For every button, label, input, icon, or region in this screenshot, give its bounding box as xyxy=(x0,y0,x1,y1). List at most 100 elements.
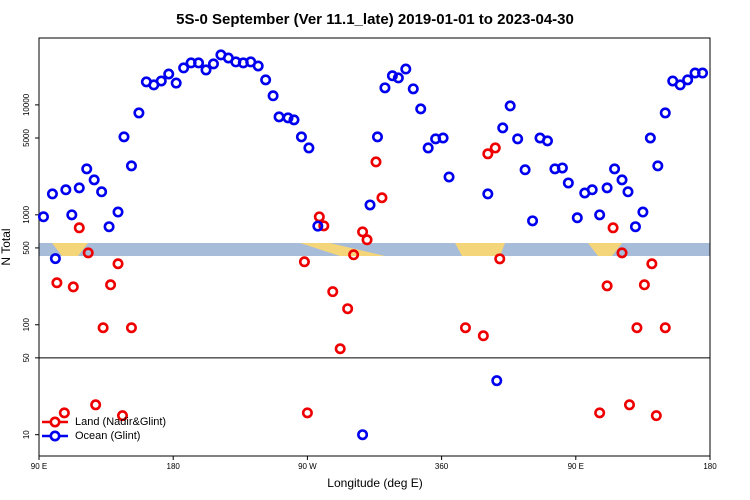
point xyxy=(494,253,506,265)
point xyxy=(357,226,369,238)
point xyxy=(477,330,489,342)
y-tick-label: 10 xyxy=(22,430,31,439)
point xyxy=(303,142,315,154)
point xyxy=(58,407,70,419)
point xyxy=(489,142,501,154)
point xyxy=(103,221,115,233)
point xyxy=(512,133,524,145)
point xyxy=(370,156,382,168)
point xyxy=(112,206,124,218)
point xyxy=(155,75,167,87)
point xyxy=(437,132,449,144)
point xyxy=(207,58,219,70)
point xyxy=(638,279,650,291)
point xyxy=(37,211,49,223)
point xyxy=(407,83,419,95)
point xyxy=(376,192,388,204)
point xyxy=(82,247,94,259)
point xyxy=(631,322,643,334)
point xyxy=(609,163,621,175)
point xyxy=(459,322,471,334)
point xyxy=(46,188,58,200)
chart-title: 5S-0 September (Ver 11.1_late) 2019-01-0… xyxy=(176,11,574,28)
point xyxy=(313,211,325,223)
y-tick-label: 10000 xyxy=(22,93,31,116)
point xyxy=(415,103,427,115)
point xyxy=(73,182,85,194)
point xyxy=(97,322,109,334)
point xyxy=(527,215,539,227)
point xyxy=(252,60,264,72)
point xyxy=(392,72,404,84)
point xyxy=(650,410,662,422)
point xyxy=(556,162,568,174)
y-tick-label: 50 xyxy=(22,353,31,362)
point xyxy=(646,258,658,270)
point xyxy=(497,122,509,134)
legend-label: Ocean (Glint) xyxy=(75,430,140,442)
legend-label: Land (Nadir&Glint) xyxy=(75,416,166,428)
point xyxy=(674,79,686,91)
point xyxy=(178,62,190,74)
map-strip xyxy=(39,243,710,256)
point xyxy=(616,174,628,186)
plot-frame xyxy=(38,37,711,457)
point xyxy=(601,280,613,292)
point xyxy=(386,70,398,82)
point xyxy=(267,90,279,102)
point xyxy=(125,160,137,172)
point xyxy=(117,410,129,422)
point xyxy=(379,82,391,94)
point xyxy=(562,177,574,189)
point xyxy=(504,100,516,112)
point xyxy=(519,164,531,176)
y-tick-label: 1000 xyxy=(22,205,31,223)
point xyxy=(443,171,455,183)
point xyxy=(163,68,175,80)
y-tick-label: 5000 xyxy=(22,129,31,147)
point xyxy=(318,220,330,232)
point xyxy=(586,184,598,196)
point xyxy=(81,163,93,175)
point xyxy=(295,131,307,143)
point xyxy=(170,77,182,89)
point xyxy=(659,322,671,334)
point xyxy=(601,182,613,194)
point xyxy=(96,186,108,198)
point xyxy=(491,375,503,387)
point xyxy=(112,258,124,270)
point xyxy=(200,64,212,76)
point xyxy=(88,174,100,186)
point xyxy=(49,253,61,265)
x-tick-label: 90 W xyxy=(298,462,317,471)
point xyxy=(594,209,606,221)
point xyxy=(125,322,137,334)
point xyxy=(371,131,383,143)
point xyxy=(361,234,373,246)
legend-marker xyxy=(49,430,61,442)
point xyxy=(60,184,72,196)
point xyxy=(193,57,205,69)
point xyxy=(288,114,300,126)
point xyxy=(273,111,285,123)
point xyxy=(260,74,272,86)
point xyxy=(312,220,324,232)
point xyxy=(301,407,313,419)
point xyxy=(623,399,635,411)
point xyxy=(90,399,102,411)
point xyxy=(644,132,656,144)
point xyxy=(334,343,346,355)
point xyxy=(622,186,634,198)
y-tick-label: 500 xyxy=(22,241,31,255)
point xyxy=(659,107,671,119)
y-axis-label: N Total xyxy=(0,228,13,265)
point xyxy=(51,277,63,289)
point xyxy=(541,135,553,147)
x-tick-label: 360 xyxy=(435,462,449,471)
legend-marker xyxy=(49,416,61,428)
point xyxy=(422,142,434,154)
x-tick-label: 180 xyxy=(703,462,717,471)
point xyxy=(697,67,709,79)
x-tick-label: 90 E xyxy=(31,462,47,471)
